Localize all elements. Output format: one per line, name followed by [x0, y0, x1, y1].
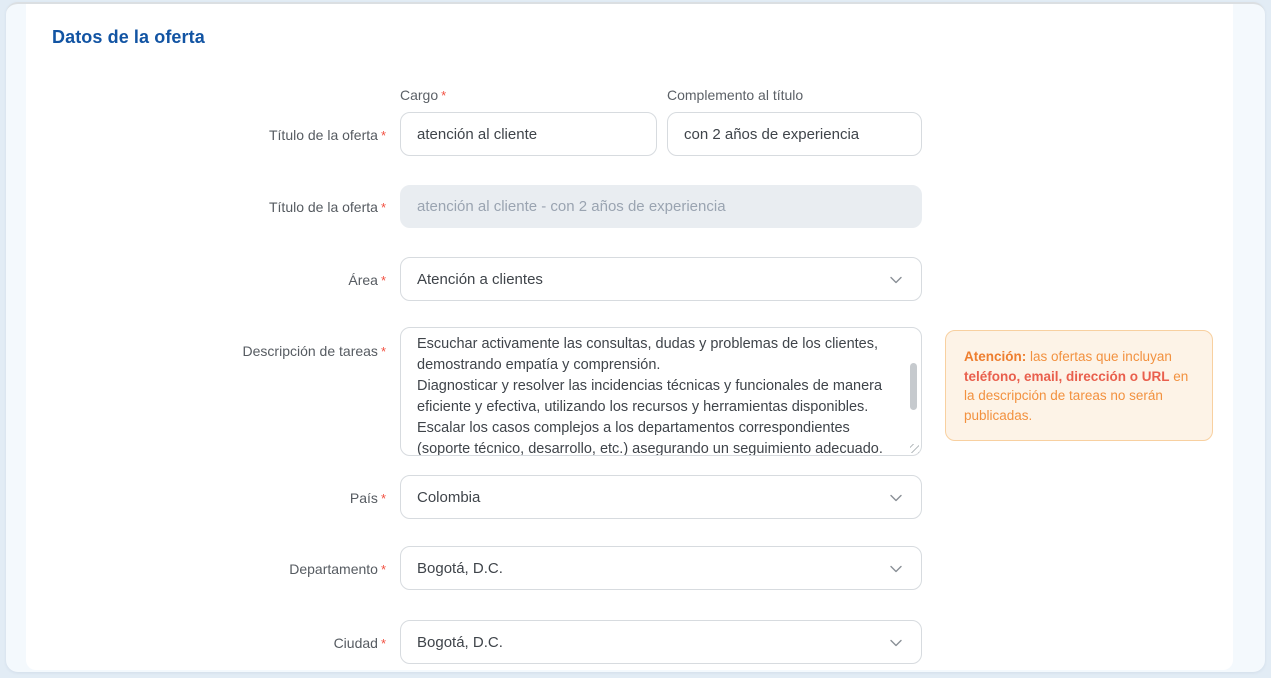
textarea-scrollbar-thumb[interactable] — [910, 363, 917, 410]
textarea-resize-handle[interactable] — [910, 444, 919, 453]
country-label: País * — [0, 490, 386, 506]
city-select[interactable]: Bogotá, D.C. — [400, 620, 922, 664]
complemento-header-text: Complemento al título — [667, 87, 804, 103]
city-label: Ciudad * — [0, 635, 386, 651]
warning-text-2: en la descripción de tareas no serán pub… — [964, 368, 1189, 423]
cargo-input[interactable] — [400, 112, 657, 156]
city-label-text: Ciudad — [333, 635, 378, 651]
task-description-textarea[interactable]: Escuchar activamente las consultas, duda… — [400, 327, 922, 456]
chevron-down-icon — [890, 276, 902, 284]
offer-title-combined-label-text: Título de la oferta — [268, 199, 378, 215]
chevron-down-icon — [890, 494, 902, 502]
complemento-input[interactable] — [667, 112, 922, 156]
country-label-text: País — [349, 490, 378, 506]
area-select-value: Atención a clientes — [417, 270, 543, 288]
description-label: Descripción de tareas * — [0, 343, 386, 359]
department-label: Departamento * — [0, 561, 386, 577]
chevron-down-icon — [890, 639, 902, 647]
city-select-value: Bogotá, D.C. — [417, 633, 503, 651]
required-asterisk: * — [380, 200, 386, 215]
required-asterisk: * — [380, 491, 386, 506]
warning-text-1: las ofertas que incluyan — [1026, 349, 1172, 364]
offer-title-label: Título de la oferta * — [0, 127, 386, 143]
description-label-text: Descripción de tareas — [242, 343, 378, 359]
department-label-text: Departamento — [289, 561, 378, 577]
country-select-value: Colombia — [417, 488, 481, 506]
chevron-down-icon — [890, 565, 902, 573]
area-select[interactable]: Atención a clientes — [400, 257, 922, 301]
required-asterisk: * — [380, 562, 386, 577]
offer-title-combined-label: Título de la oferta * — [0, 199, 386, 215]
required-asterisk: * — [380, 273, 386, 288]
cargo-header-text: Cargo — [400, 87, 439, 103]
area-label-text: Área — [348, 272, 378, 288]
required-asterisk: * — [441, 88, 447, 103]
department-select[interactable]: Bogotá, D.C. — [400, 546, 922, 590]
section-title: Datos de la oferta — [52, 27, 205, 47]
required-asterisk: * — [380, 128, 386, 143]
required-asterisk: * — [380, 636, 386, 651]
cargo-column-header: Cargo * — [400, 87, 446, 103]
warning-highlight: teléfono, email, dirección o URL — [964, 368, 1170, 384]
warning-prefix: Atención: — [964, 349, 1027, 364]
complemento-column-header: Complemento al título — [667, 87, 803, 103]
combined-title-input — [400, 185, 922, 228]
department-select-value: Bogotá, D.C. — [417, 559, 503, 577]
area-label: Área * — [0, 272, 386, 288]
warning-box: Atención: las ofertas que incluyan teléf… — [945, 330, 1213, 441]
country-select[interactable]: Colombia — [400, 475, 922, 519]
offer-title-label-text: Título de la oferta — [268, 127, 378, 143]
required-asterisk: * — [380, 344, 386, 359]
